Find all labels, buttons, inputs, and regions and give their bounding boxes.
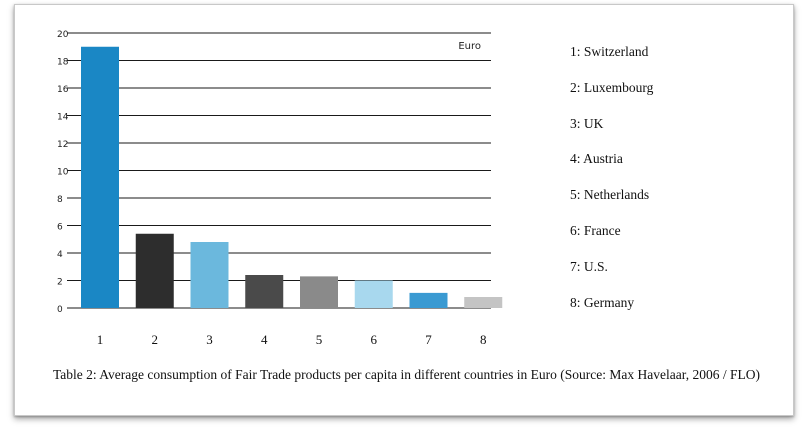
legend-item: 7: U.S. <box>570 258 608 274</box>
y-tick-label: 12 <box>57 140 68 150</box>
bar-3 <box>190 242 229 308</box>
bar-2 <box>135 233 174 308</box>
y-tick-label: 8 <box>57 195 63 205</box>
figure-caption: Table 2: Average consumption of Fair Tra… <box>53 367 760 382</box>
x-tick-label: 2 <box>152 332 159 347</box>
y-tick-label: 10 <box>57 168 69 178</box>
x-tick-label: 3 <box>206 332 213 347</box>
legend-item: 3: UK <box>570 115 604 131</box>
legend-item: 6: France <box>570 222 621 238</box>
y-tick-label: 16 <box>57 85 69 95</box>
y-tick-label: 0 <box>57 305 63 315</box>
legend-item: 4: Austria <box>570 151 623 167</box>
y-tick-label: 14 <box>57 113 69 123</box>
x-tick-label: 7 <box>425 332 432 347</box>
unit-label: Euro <box>458 41 481 52</box>
country-legend: 1: Switzerland 2: Luxembourg 3: UK 4: Au… <box>570 43 653 329</box>
figure-card: 0 2 4 6 8 10 12 14 16 18 20 Euro 1 2 3 4 5 6 7 8 1: Switzer… <box>14 4 794 416</box>
x-tick-label: 6 <box>371 332 378 347</box>
y-tick-label: 18 <box>57 58 69 68</box>
y-tick-label: 2 <box>57 278 63 288</box>
legend-item: 5: Netherlands <box>570 187 650 203</box>
bar-6 <box>354 280 393 308</box>
bar-7 <box>409 292 448 308</box>
legend-item: 1: Switzerland <box>570 44 649 59</box>
legend-item: 8: Germany <box>570 294 635 310</box>
x-tick-label: 1 <box>97 332 104 347</box>
bar-8 <box>464 297 503 308</box>
x-tick-label: 5 <box>316 332 323 347</box>
x-tick-label: 4 <box>261 332 268 347</box>
y-tick-label: 20 <box>57 30 69 40</box>
bar-4 <box>245 275 284 308</box>
bar-5 <box>300 276 338 308</box>
x-tick-label: 8 <box>480 332 487 347</box>
y-tick-label: 6 <box>57 223 63 233</box>
legend-item: 2: Luxembourg <box>570 79 654 95</box>
y-tick-label: 4 <box>57 250 63 260</box>
bar-1 <box>81 46 119 308</box>
